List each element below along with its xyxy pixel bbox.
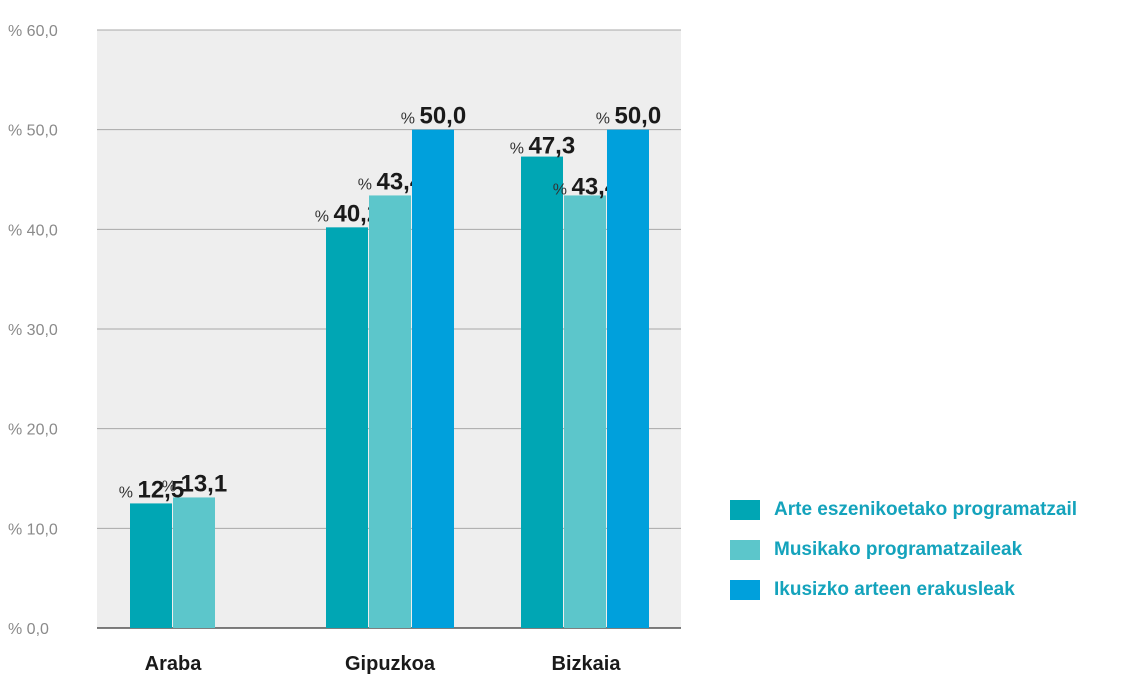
data-label: % 12,5 xyxy=(119,476,184,503)
x-category-label: Bizkaia xyxy=(552,653,622,675)
bar-3-gipuzkoa xyxy=(412,129,454,628)
legend-swatch-series-3 xyxy=(730,580,760,600)
bar-1-gipuzkoa xyxy=(326,227,368,628)
y-tick-label: % 50,0 xyxy=(8,123,58,140)
bar-2-araba xyxy=(173,497,215,628)
legend-swatch-series-1 xyxy=(730,500,760,520)
x-category-label: Gipuzkoa xyxy=(345,653,436,675)
y-tick-label: % 0,0 xyxy=(8,621,49,638)
legend-item-arte-eszenikoetako: Arte eszenikoetako programatzail xyxy=(730,500,1121,520)
y-tick-label: % 30,0 xyxy=(8,322,58,339)
legend-item-musikako: Musikako programatzaileak xyxy=(730,539,1121,560)
data-label: % 50,0 xyxy=(401,103,466,130)
bar-2-gipuzkoa xyxy=(369,195,411,629)
y-tick-label: % 60,0 xyxy=(8,23,58,40)
bar-3-bizkaia xyxy=(607,129,649,628)
data-label: % 47,3 xyxy=(510,133,575,160)
legend-item-ikusizko: Ikusizko arteen erakusleak xyxy=(730,579,1121,600)
legend-label-series-2: Musikako programatzaileak xyxy=(774,539,1023,560)
bar-1-bizkaia xyxy=(521,156,563,628)
legend-label-series-3: Ikusizko arteen erakusleak xyxy=(774,579,1015,600)
y-tick-label: % 10,0 xyxy=(8,521,58,538)
y-tick-label: % 40,0 xyxy=(8,222,58,239)
legend: Arte eszenikoetako programatzail Musikak… xyxy=(730,500,1121,620)
legend-label-series-1: Arte eszenikoetako programatzail xyxy=(774,500,1078,520)
legend-swatch-series-2 xyxy=(730,540,760,560)
x-category-label: Araba xyxy=(145,653,203,675)
data-label: % 50,0 xyxy=(596,103,661,130)
data-label: % 13,1 xyxy=(162,470,227,497)
y-tick-label: % 20,0 xyxy=(8,422,58,439)
bar-2-bizkaia xyxy=(564,195,606,629)
bar-1-araba xyxy=(130,503,172,628)
